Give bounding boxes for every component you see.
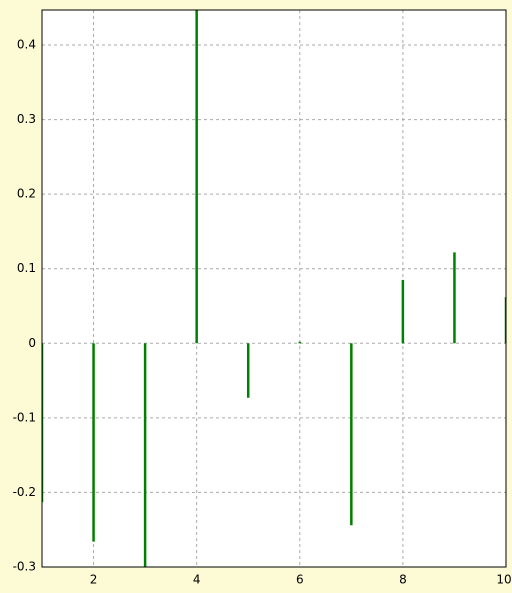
y-tick-label: -0.2 <box>13 485 36 499</box>
x-tick-label: 10 <box>496 573 511 587</box>
x-tick-label: 8 <box>399 573 407 587</box>
y-tick-label: -0.3 <box>13 560 36 574</box>
stems <box>42 10 506 567</box>
x-tick-label: 2 <box>90 573 98 587</box>
y-tick-label: 0.3 <box>17 112 36 126</box>
y-tick-label: 0 <box>28 336 36 350</box>
y-tick-label: 0.1 <box>17 261 36 275</box>
plot-border <box>41 9 507 568</box>
y-tick-label: -0.1 <box>13 410 36 424</box>
y-tick-label: 0.2 <box>17 187 36 201</box>
x-tick-label: 6 <box>296 573 304 587</box>
y-tick-label: 0.4 <box>17 38 36 52</box>
x-tick-label: 4 <box>193 573 201 587</box>
plot-area <box>42 10 506 567</box>
